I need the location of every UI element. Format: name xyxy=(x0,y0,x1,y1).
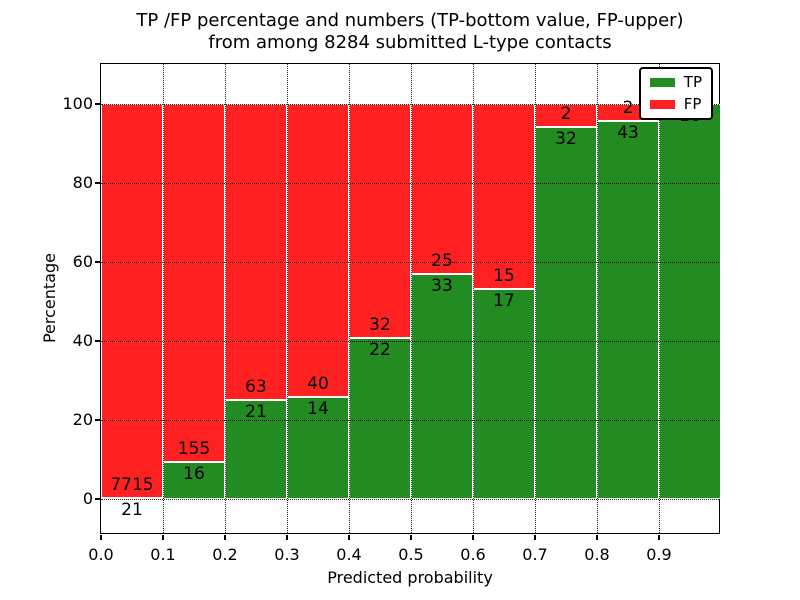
fp-color-swatch xyxy=(649,100,675,109)
fp-bar-0.5-0.6 xyxy=(411,103,473,275)
gridline-x-0.9 xyxy=(659,64,660,533)
x-tick-label-0.8: 0.8 xyxy=(584,545,610,564)
gridline-y-40 xyxy=(101,341,719,343)
tp-count-label: 16 xyxy=(183,464,205,485)
tp-count-label: 14 xyxy=(307,398,329,419)
tp-count-label: 21 xyxy=(121,500,143,521)
legend-label-fp: FP xyxy=(683,95,702,113)
x-tick-0.0 xyxy=(100,535,102,540)
plot-area: 771521155166321401432222533151723224316 … xyxy=(40,63,721,564)
tp-bar-0.5-0.6 xyxy=(411,274,473,500)
x-tick-label-0.3: 0.3 xyxy=(274,545,300,564)
fp-bar-0.4-0.5 xyxy=(349,103,411,339)
tp-bar-0.1-0.2 xyxy=(163,462,225,500)
x-tick-0.3 xyxy=(286,535,288,540)
gridline-x-0.2 xyxy=(225,64,226,533)
fp-count-label: 25 xyxy=(431,251,453,272)
gridline-y-80 xyxy=(101,182,719,184)
x-tick-0.5 xyxy=(410,535,412,540)
gridline-x-0.8 xyxy=(597,64,598,533)
y-tick-label-0: 0 xyxy=(82,489,93,509)
y-tick-label-20: 20 xyxy=(72,410,93,430)
y-tick-40 xyxy=(95,340,101,343)
tp-count-label: 21 xyxy=(245,402,267,423)
tp-count-label: 17 xyxy=(493,291,515,312)
tp-bar-0.4-0.5 xyxy=(349,338,411,500)
fp-count-label: 63 xyxy=(245,377,267,398)
x-tick-0.6 xyxy=(472,535,474,540)
x-tick-0.4 xyxy=(348,535,350,540)
chart-title-line1: TP /FP percentage and numbers (TP-bottom… xyxy=(136,10,684,31)
x-tick-label-0.6: 0.6 xyxy=(460,545,486,564)
x-tick-label-0.7: 0.7 xyxy=(522,545,548,564)
x-tick-label-0.0: 0.0 xyxy=(88,545,114,564)
fp-count-label: 155 xyxy=(177,439,211,460)
tp-bar-0.8-0.9 xyxy=(597,121,659,500)
x-tick-0.7 xyxy=(534,535,536,540)
legend: TP FP xyxy=(638,67,713,120)
tp-count-label: 33 xyxy=(431,276,453,297)
y-axis-title-wrap: Percentage xyxy=(37,64,61,533)
fp-count-label: 32 xyxy=(369,315,391,336)
x-tick-label-0.9: 0.9 xyxy=(646,545,672,564)
fp-count-label: 2 xyxy=(622,98,634,119)
gridline-x-0.6 xyxy=(473,64,474,533)
x-tick-0.2 xyxy=(224,535,226,540)
x-tick-label-0.2: 0.2 xyxy=(212,545,238,564)
fp-bar-0.2-0.3 xyxy=(225,103,287,401)
tp-bar-0.7-0.8 xyxy=(535,126,597,500)
x-tick-label-0.4: 0.4 xyxy=(336,545,362,564)
gridline-y-0 xyxy=(101,499,719,501)
fp-bar-0.3-0.4 xyxy=(287,103,349,397)
x-tick-label-0.1: 0.1 xyxy=(150,545,176,564)
fp-bar-0.1-0.2 xyxy=(163,103,225,463)
fp-count-label: 40 xyxy=(307,373,329,394)
tp-color-swatch xyxy=(649,78,675,87)
y-axis-title: Percentage xyxy=(39,253,59,344)
y-tick-60 xyxy=(95,260,101,263)
gridline-y-100 xyxy=(101,103,719,105)
y-tick-label-100: 100 xyxy=(62,93,93,113)
tp-bar-0.9-1.0 xyxy=(659,103,721,500)
y-tick-label-80: 80 xyxy=(72,172,93,192)
tp-count-label: 32 xyxy=(555,128,577,149)
gridline-x-0.3 xyxy=(287,64,288,533)
legend-entry-fp: FP xyxy=(649,95,702,113)
legend-label-tp: TP xyxy=(683,73,702,91)
y-tick-80 xyxy=(95,181,101,184)
y-tick-label-60: 60 xyxy=(72,251,93,271)
tp-bar-0.6-0.7 xyxy=(473,289,535,500)
x-tick-0.8 xyxy=(596,535,598,540)
chart-title: TP /FP percentage and numbers (TP-bottom… xyxy=(100,10,720,54)
y-tick-0 xyxy=(95,498,101,501)
tp-count-label: 22 xyxy=(369,340,391,361)
gridline-x-0.4 xyxy=(349,64,350,533)
fp-count-label: 7715 xyxy=(110,475,154,496)
fp-count-label: 2 xyxy=(560,103,572,124)
x-tick-0.9 xyxy=(658,535,660,540)
tp-bar-0.3-0.4 xyxy=(287,396,349,500)
fp-bar-0.0-0.1 xyxy=(101,103,163,499)
gridline-x-0.7 xyxy=(535,64,536,533)
x-tick-label-0.5: 0.5 xyxy=(398,545,424,564)
fp-count-label: 15 xyxy=(493,266,515,287)
gridline-y-60 xyxy=(101,261,719,263)
x-axis-title: Predicted probability xyxy=(327,568,493,587)
chart-title-line2: from among 8284 submitted L-type contact… xyxy=(208,32,612,53)
gridline-x-0.1 xyxy=(163,64,164,533)
legend-entry-tp: TP xyxy=(649,73,702,91)
gridline-x-0.5 xyxy=(411,64,412,533)
x-tick-0.1 xyxy=(162,535,164,540)
gridline-y-20 xyxy=(101,420,719,422)
y-tick-20 xyxy=(95,419,101,422)
tp-count-label: 43 xyxy=(617,123,639,144)
y-tick-label-40: 40 xyxy=(72,331,93,351)
y-tick-100 xyxy=(95,102,101,105)
